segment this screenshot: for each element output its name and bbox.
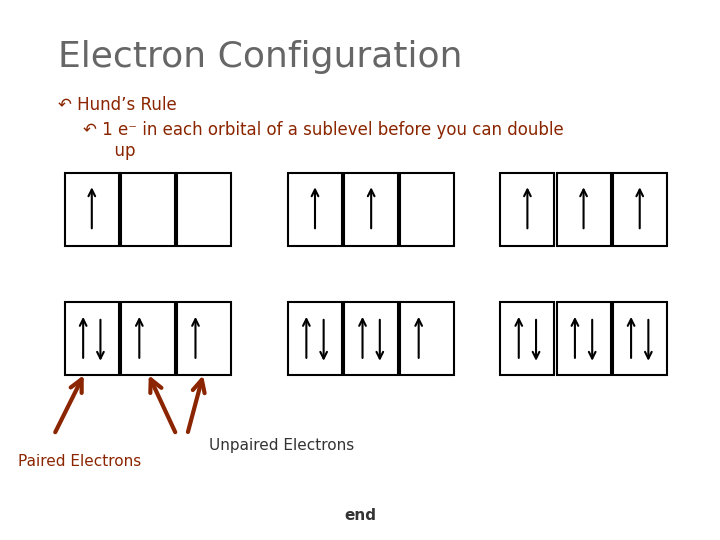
- Bar: [177, 302, 231, 375]
- Bar: [121, 302, 175, 375]
- Bar: [400, 302, 454, 375]
- Bar: [613, 302, 667, 375]
- Bar: [344, 302, 398, 375]
- Bar: [500, 302, 554, 375]
- Bar: [65, 302, 119, 375]
- Text: Electron Configuration: Electron Configuration: [58, 40, 462, 73]
- Bar: [177, 173, 231, 246]
- Bar: [344, 173, 398, 246]
- Text: Unpaired Electrons: Unpaired Electrons: [209, 438, 354, 453]
- Bar: [288, 302, 342, 375]
- Bar: [500, 173, 554, 246]
- Bar: [288, 173, 342, 246]
- Bar: [65, 173, 119, 246]
- Text: Paired Electrons: Paired Electrons: [18, 454, 141, 469]
- Text: ↶ 1 e⁻ in each orbital of a sublevel before you can double
      up: ↶ 1 e⁻ in each orbital of a sublevel bef…: [83, 121, 564, 160]
- Bar: [400, 173, 454, 246]
- Bar: [613, 173, 667, 246]
- Bar: [557, 302, 611, 375]
- Text: ↶ Hund’s Rule: ↶ Hund’s Rule: [58, 96, 176, 114]
- Bar: [557, 173, 611, 246]
- Text: end: end: [344, 508, 376, 523]
- Bar: [121, 173, 175, 246]
